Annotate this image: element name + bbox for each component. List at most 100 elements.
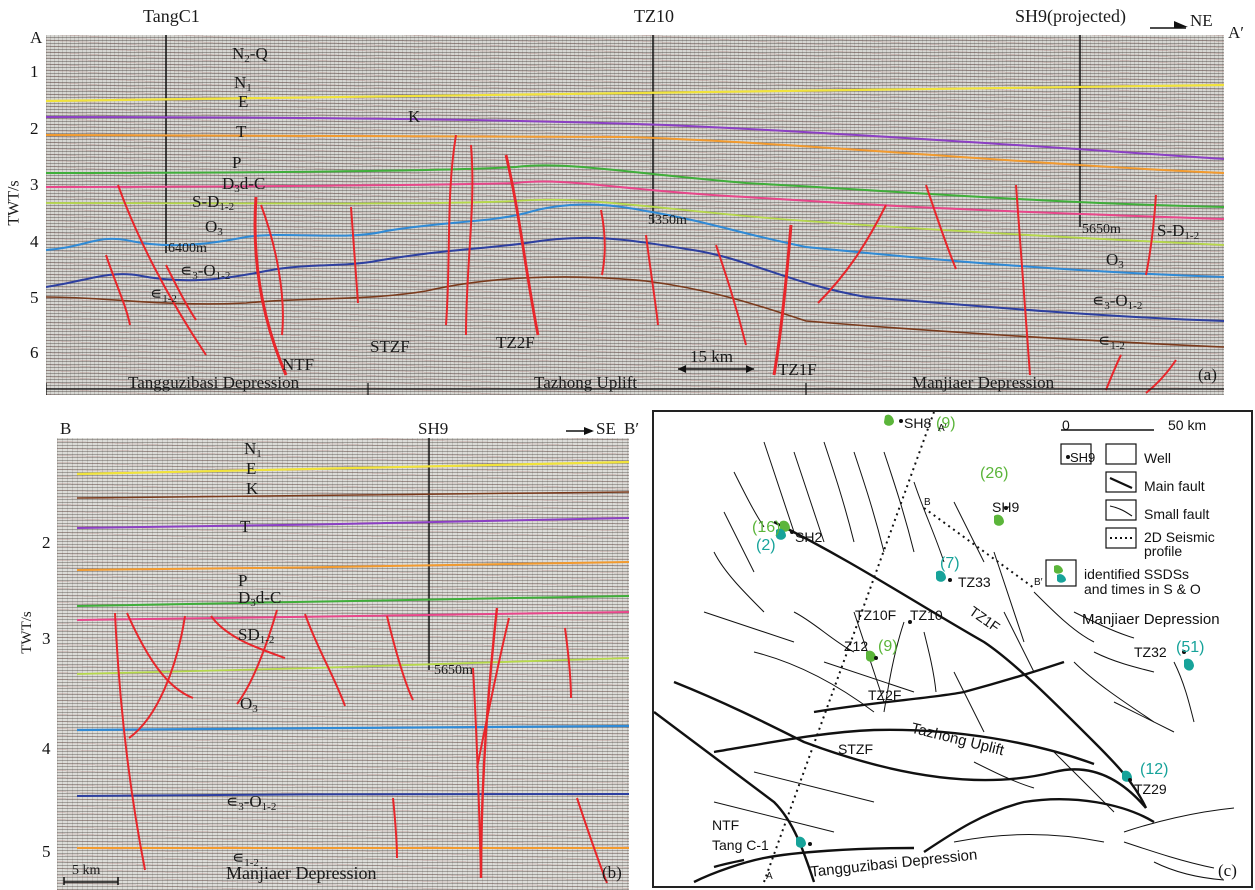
- legend-well-text: Well: [1144, 450, 1171, 466]
- region-manjiaer-a: Manjiaer Depression: [912, 373, 1055, 392]
- count-sh8: (9): [936, 415, 956, 432]
- panel-b-corner-left: B: [60, 419, 72, 438]
- map-well-tang-c1: Tang C-1: [712, 837, 769, 853]
- count-sh2-s: (16): [752, 519, 781, 536]
- fault-map: [654, 412, 1235, 884]
- stratum-o3: O3: [205, 217, 223, 238]
- depth-b-sh9: 5650m: [434, 663, 473, 678]
- axis-tick-a-3: 3: [30, 175, 39, 194]
- stratum-t: T: [236, 122, 247, 141]
- panel-tag-a: (a): [1198, 365, 1217, 384]
- seismic-section-a: [46, 35, 1224, 395]
- panel-b-corner-right: B′: [624, 419, 640, 438]
- stratum-c12: ∊1-2: [150, 284, 177, 305]
- map-panel-c: [652, 410, 1253, 888]
- legend-well-code: SH9: [1070, 450, 1096, 465]
- axis-tick-a-6: 6: [30, 343, 39, 362]
- map-scale-zero: 0: [1062, 417, 1070, 433]
- depth-tangc1: 6400m: [168, 241, 207, 256]
- horizons-and-faults-b: [76, 438, 629, 884]
- stratum-b-d3c: D3d-C: [238, 588, 282, 609]
- count-tz29: (12): [1140, 761, 1169, 778]
- stratum-sd: S-D1-2: [192, 192, 235, 213]
- depth-sh9: 5650m: [1082, 222, 1121, 237]
- stratum-n1: N1: [234, 73, 252, 94]
- stratum-b-t: T: [240, 517, 251, 536]
- count-z12: (9): [878, 638, 898, 655]
- stratum-e: E: [238, 92, 249, 111]
- fault-label-tz1f: TZ1F: [778, 360, 817, 379]
- direction-arrow-icon: [1150, 21, 1188, 29]
- map-region-manjiaer: Manjiaer Depression: [1082, 611, 1220, 628]
- map-fault-tz10f: TZ10F: [855, 607, 897, 623]
- map-well-z12: Z12: [844, 638, 869, 654]
- axis-tick-b-2: 2: [42, 533, 51, 552]
- map-well-tz10: TZ10: [910, 607, 943, 623]
- axis-tick-a-4: 4: [30, 232, 39, 251]
- stratum-b-c12: ∊1-2: [232, 848, 259, 869]
- axis-tick-b-5: 5: [42, 842, 51, 861]
- stratum-c12-right: ∊1-2: [1098, 331, 1125, 352]
- region-tangguzibasi-a: Tangguzibasi Depression: [128, 373, 300, 392]
- stratum-b-sd: SD1-2: [238, 625, 275, 646]
- stratum-b-o3: O3: [240, 694, 258, 715]
- scale-bar-b: [63, 877, 119, 885]
- count-sh2-o: (2): [756, 537, 776, 554]
- horizons-and-faults-a: [46, 35, 1224, 395]
- legend-main-fault: Main fault: [1144, 478, 1205, 494]
- profile-end-a-prime: A′: [938, 423, 947, 434]
- well-label-sh9-projected: SH9(projected): [1015, 6, 1126, 26]
- legend-ssds-2: and times in S & O: [1084, 581, 1201, 597]
- region-tazhong-a: Tazhong Uplift: [534, 373, 638, 392]
- stratum-k: K: [408, 107, 421, 126]
- stratum-d3c: D3d-C: [222, 174, 266, 195]
- map-well-tz32: TZ32: [1134, 644, 1167, 660]
- panel-a-corner-right: A′: [1228, 23, 1244, 42]
- map-well-sh8: SH8: [904, 415, 932, 431]
- seismic-section-b: [57, 438, 629, 890]
- stratum-sd-right: S-D1-2: [1157, 221, 1200, 242]
- axis-tick-a-2: 2: [30, 119, 39, 138]
- direction-label-ne: NE: [1190, 11, 1213, 30]
- stratum-b-n1: N1: [244, 439, 262, 460]
- stratum-o3-right: O3: [1106, 250, 1124, 271]
- region-manjiaer-b: Manjiaer Depression: [226, 863, 377, 883]
- axis-tick-b-4: 4: [42, 739, 51, 758]
- fault-label-stzf: STZF: [370, 337, 410, 356]
- count-sh9: (26): [980, 465, 1009, 482]
- axis-title-twt-b: TWT/s: [18, 611, 35, 654]
- profile-end-b: B: [924, 497, 931, 508]
- axis-tick-b-3: 3: [42, 629, 51, 648]
- direction-arrow-b-icon: [566, 427, 594, 435]
- profile-end-b-prime: B′: [1034, 577, 1043, 588]
- well-label-tangc1: TangC1: [143, 6, 200, 26]
- legend-small-fault: Small fault: [1144, 506, 1210, 522]
- stratum-b-k: K: [246, 479, 259, 498]
- well-label-sh9-b: SH9: [418, 419, 449, 438]
- scale-label-a: 15 km: [690, 347, 733, 366]
- legend-seismic-1: 2D Seismic: [1144, 529, 1215, 545]
- map-fault-tz2f: TZ2F: [868, 687, 902, 703]
- scale-label-b: 5 km: [72, 863, 101, 878]
- map-fault-ntf: NTF: [712, 817, 740, 833]
- axis-title-twt-a: TWT/s: [5, 180, 23, 226]
- panel-tag-b: (b): [602, 863, 622, 882]
- direction-label-se: SE: [596, 419, 616, 438]
- legend-ssds-1: identified SSDSs: [1084, 566, 1190, 582]
- legend-seismic-2: profile: [1144, 543, 1183, 559]
- stratum-n2q: N2-Q: [232, 44, 268, 65]
- panel-a-corner-left: A: [30, 28, 43, 47]
- map-well-tz33: TZ33: [958, 574, 991, 590]
- map-well-sh2: SH2: [795, 529, 823, 545]
- map-scale-max: 50 km: [1168, 417, 1207, 433]
- well-label-tz10: TZ10: [634, 6, 674, 26]
- map-fault-stzf: STZF: [838, 741, 873, 757]
- scale-bar-a: [678, 365, 754, 373]
- stratum-co: ∊3-O1-2: [180, 261, 231, 282]
- stratum-b-p: P: [238, 571, 248, 590]
- stratum-p: P: [232, 153, 242, 172]
- axis-tick-a-1: 1: [30, 62, 39, 81]
- fault-label-ntf: NTF: [282, 355, 315, 374]
- stratum-b-e: E: [246, 459, 257, 478]
- map-well-sh9: SH9: [992, 499, 1020, 515]
